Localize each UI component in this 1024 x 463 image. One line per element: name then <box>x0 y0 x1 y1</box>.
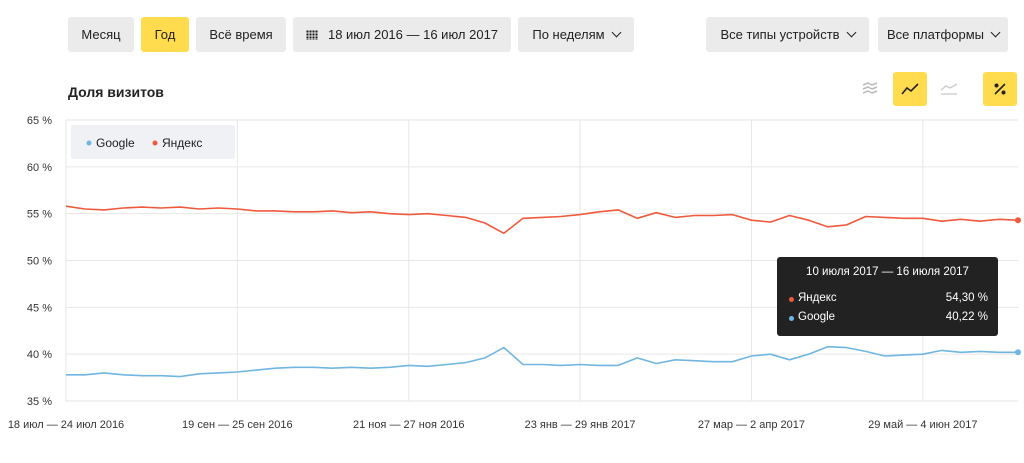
devices-label: Все типы устройств <box>720 27 840 42</box>
legend-google-label: Google <box>96 136 135 150</box>
chart-tooltip: 10 июля 2017 — 16 июля 2017 Яндекс 54,30… <box>777 257 998 336</box>
tooltip-title: 10 июля 2017 — 16 июля 2017 <box>806 266 969 278</box>
tooltip-row-value: 54,30 % <box>945 292 988 304</box>
date-range-label: 18 июл 2016 — 16 июл 2017 <box>327 27 499 42</box>
y-tick-label: 50 % <box>27 256 52 268</box>
y-tick-label: 45 % <box>27 302 52 314</box>
grouping-dropdown[interactable]: По неделям <box>518 17 634 52</box>
date-range-button[interactable]: 18 июл 2016 — 16 июл 2017 <box>293 17 511 52</box>
series-endpoint <box>1015 349 1021 356</box>
stacked-chart-button[interactable] <box>853 72 887 106</box>
y-tick-label: 40 % <box>27 349 52 361</box>
tooltip-row-google: Google 40,22 % <box>789 311 988 325</box>
y-tick-label: 65 % <box>27 115 52 127</box>
tooltip-row-yandex: Яндекс 54,30 % <box>789 292 988 306</box>
line-chart-button[interactable] <box>893 72 927 106</box>
platforms-dropdown[interactable]: Все платформы <box>878 17 1008 52</box>
tooltip-row-value: 40,22 % <box>945 311 988 323</box>
series-line-google <box>66 345 1018 378</box>
legend-yandex-label: Яндекс <box>162 136 202 150</box>
legend: Google Яндекс <box>71 125 235 159</box>
percent-toggle-button[interactable] <box>983 72 1017 106</box>
calendar-icon <box>305 29 318 40</box>
x-tick-label: 21 ноя — 27 ноя 2016 <box>353 419 465 431</box>
period-year-button[interactable]: Год <box>141 17 189 52</box>
legend-yandex-marker <box>152 140 158 146</box>
grouping-label: По неделям <box>532 27 605 42</box>
tooltip-row-name: Яндекс <box>798 292 837 304</box>
area-chart-button[interactable] <box>932 72 966 106</box>
platforms-label: Все платформы <box>887 27 984 42</box>
period-month-button[interactable]: Месяц <box>68 17 134 52</box>
y-tick-label: 60 % <box>27 162 52 174</box>
series-endpoint <box>1015 217 1021 224</box>
yandex-dot-icon <box>789 297 794 302</box>
period-all-time-button[interactable]: Всё время <box>196 17 286 52</box>
tooltip-row-name: Google <box>798 311 836 323</box>
google-dot-icon <box>789 316 794 321</box>
legend-google-marker <box>86 140 92 146</box>
percent-icon <box>994 83 1006 95</box>
stacked-area-icon <box>862 82 878 94</box>
x-tick-label: 18 июл — 24 июл 2016 <box>8 419 124 431</box>
area-chart-icon <box>940 83 958 95</box>
x-tick-label: 29 май — 4 июн 2017 <box>868 419 977 431</box>
devices-dropdown[interactable]: Все типы устройств <box>706 17 869 52</box>
chart-title: Доля визитов <box>68 84 164 100</box>
x-tick-label: 23 янв — 29 янв 2017 <box>525 419 636 431</box>
series-line-yandex <box>65 205 1019 235</box>
x-tick-label: 19 сен — 25 сен 2016 <box>182 419 293 431</box>
y-tick-label: 35 % <box>27 396 52 408</box>
x-tick-label: 27 мар — 2 апр 2017 <box>698 419 805 431</box>
line-chart-icon <box>901 83 919 95</box>
y-tick-label: 55 % <box>27 209 52 221</box>
